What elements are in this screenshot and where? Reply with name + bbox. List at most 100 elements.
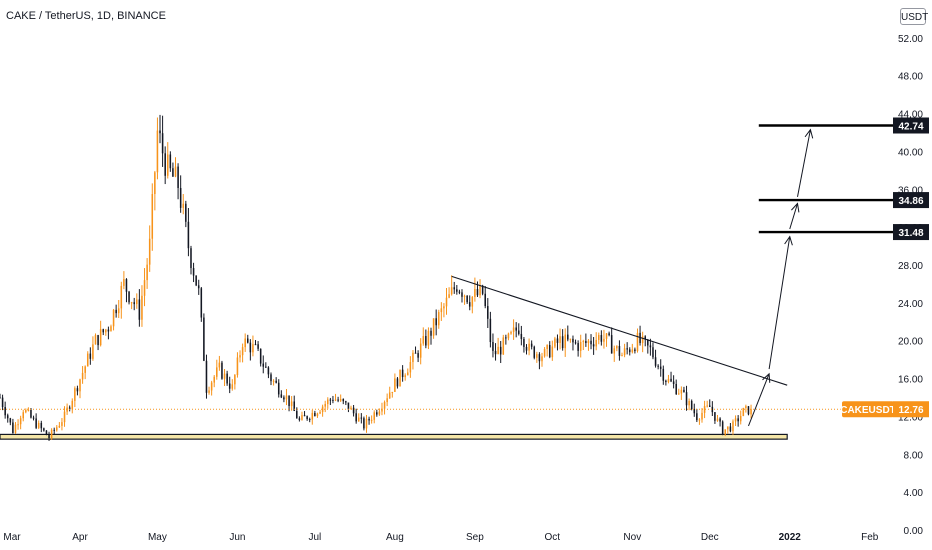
candle-body [598,335,600,341]
trendline [451,275,788,386]
candle-body [685,392,688,406]
candle-body [290,401,293,407]
candle-body [308,419,311,421]
candle-body [631,349,634,353]
candle-body [146,264,148,281]
candle-body [301,415,303,420]
candle-body [283,397,285,400]
y-tick-label: 44.00 [898,110,923,121]
candle-body [172,168,174,177]
candle-body [543,349,546,357]
candle-body [396,378,399,387]
x-tick-label: 2022 [779,532,802,543]
x-tick-label: Jun [229,532,245,543]
candle-body [391,391,394,393]
candle-body [141,295,143,320]
price-axis[interactable]: 0.004.008.0012.0016.0020.0024.0028.0032.… [898,34,923,537]
candle-body [745,406,747,408]
candle-body [298,418,301,420]
candle-body [231,384,234,389]
candle-body [724,429,727,435]
candle-body [293,401,295,411]
candle-body [66,407,68,412]
candle-body [616,346,618,349]
candle-body [319,411,321,414]
candle-body [688,400,690,406]
candle-body [373,412,376,420]
candle-body [321,406,324,412]
candle-body [407,372,409,376]
candle-body [128,291,130,303]
candle-body [432,318,435,336]
projection-arrowhead [784,235,793,246]
candle-body [68,407,71,410]
candle-body [228,383,231,389]
support-zone [0,433,788,440]
candle-body [487,306,489,319]
candle-body [22,412,25,419]
candle-body [203,317,205,361]
candle-body [347,402,350,410]
time-axis[interactable]: Mar Apr May Jun Jul Aug Sep Oct Nov Dec 2022 Feb [3,532,878,543]
candle-body [259,348,262,364]
projection-arrow [768,236,791,370]
candle-body [99,329,102,346]
candle-body [422,336,425,344]
candle-body [166,154,169,176]
candle-body [729,426,732,432]
candle-body [750,409,752,415]
candle-body [569,338,572,340]
candle-body [76,388,79,392]
candle-body [492,342,494,351]
candle-body [133,302,135,305]
candle-body [205,360,208,393]
candle-body [14,424,17,433]
candle-body [680,389,683,394]
y-tick-label: 4.00 [904,488,924,499]
y-tick-label: 28.00 [898,261,923,272]
candle-body [582,341,585,343]
x-tick-label: Nov [623,532,641,543]
y-tick-label: 12.00 [898,412,923,423]
candle-body [414,352,417,354]
candle-body [548,344,551,358]
y-tick-label: 24.00 [898,299,923,310]
candle-body [45,430,48,435]
candle-body [721,421,724,435]
candle-body [311,412,314,420]
candle-body [463,295,466,297]
candle-body [468,302,471,307]
candle-body [368,418,370,421]
candle-body [489,318,492,343]
candle-body [507,333,510,339]
candle-body [208,390,210,393]
candle-body [360,417,363,419]
candle-body [737,418,739,422]
candle-body [425,336,427,346]
candle-body [659,366,662,369]
candle-body [554,338,556,347]
candle-body [30,409,32,418]
y-tick-label: 20.00 [898,337,923,348]
candle-body [277,382,280,395]
candle-body [453,287,456,290]
target-price-tag [893,117,929,134]
candle-body [623,348,626,356]
candle-body [117,308,120,314]
candle-body [734,418,737,422]
candles-layer [0,114,893,441]
candle-body [187,221,190,249]
candle-body [652,347,654,358]
candle-body [102,329,105,333]
candle-body [443,306,445,309]
candle-body [388,392,391,399]
candle-body [53,429,55,431]
projection-arrow [797,129,811,197]
y-tick-label: 36.00 [898,185,923,196]
candle-body [48,434,50,438]
candle-body [450,287,453,295]
candle-body [35,418,37,428]
unit-button[interactable]: USDT [900,8,928,25]
candle-body [221,362,223,379]
